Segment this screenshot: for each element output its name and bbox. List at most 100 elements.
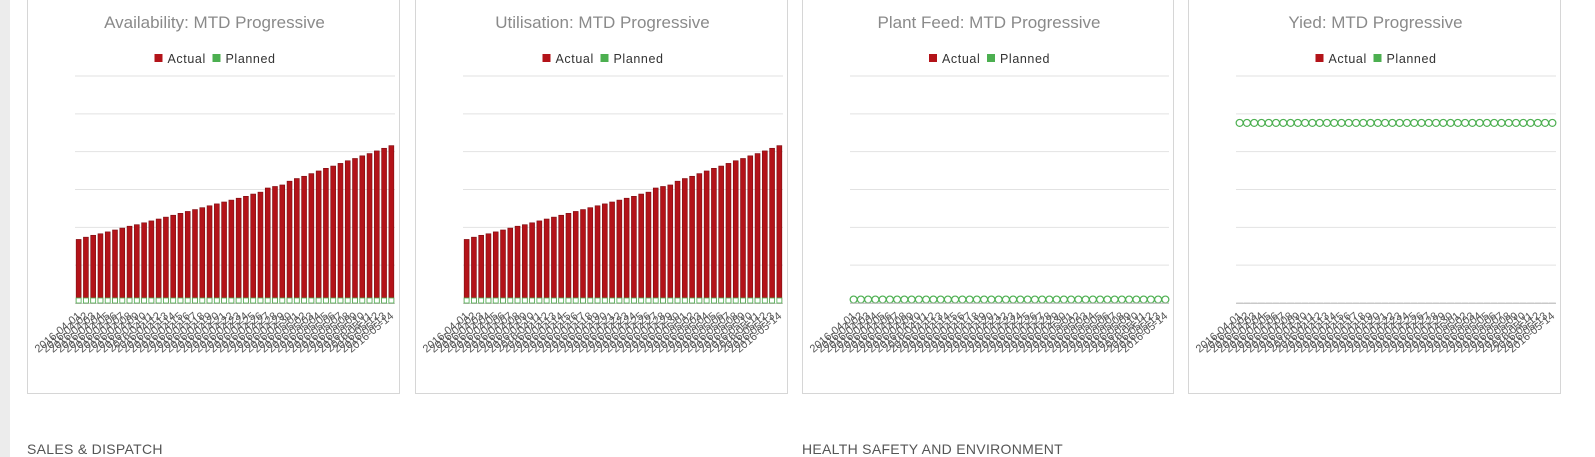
planned-bar[interactable] bbox=[199, 297, 206, 304]
actual-bar[interactable] bbox=[674, 180, 681, 304]
planned-point[interactable] bbox=[1322, 118, 1332, 128]
planned-point[interactable] bbox=[1132, 295, 1141, 304]
planned-bar[interactable] bbox=[740, 297, 746, 304]
actual-bar[interactable] bbox=[711, 168, 717, 304]
planned-bar[interactable] bbox=[703, 297, 710, 304]
actual-bar[interactable] bbox=[83, 236, 89, 304]
actual-bar[interactable] bbox=[565, 213, 572, 304]
planned-bar[interactable] bbox=[601, 297, 608, 304]
actual-bar[interactable] bbox=[500, 229, 506, 304]
actual-bar[interactable] bbox=[529, 222, 535, 304]
actual-bar[interactable] bbox=[294, 178, 300, 304]
planned-point[interactable] bbox=[1139, 295, 1148, 304]
actual-bar[interactable] bbox=[221, 201, 227, 304]
actual-bar[interactable] bbox=[228, 199, 235, 304]
legend-swatch-planned[interactable] bbox=[987, 54, 995, 62]
planned-point[interactable] bbox=[878, 295, 887, 304]
planned-point[interactable] bbox=[1081, 295, 1090, 304]
planned-bar[interactable] bbox=[645, 297, 652, 304]
planned-point[interactable] bbox=[1286, 118, 1295, 128]
planned-point[interactable] bbox=[994, 295, 1003, 304]
planned-bar[interactable] bbox=[163, 297, 169, 304]
planned-point[interactable] bbox=[1373, 118, 1382, 128]
actual-bar[interactable] bbox=[696, 173, 703, 304]
planned-bar[interactable] bbox=[696, 297, 703, 304]
planned-bar[interactable] bbox=[315, 297, 322, 304]
planned-point[interactable] bbox=[1052, 295, 1061, 304]
actual-bar[interactable] bbox=[134, 224, 140, 304]
actual-bar[interactable] bbox=[235, 197, 242, 304]
planned-point[interactable] bbox=[951, 295, 960, 304]
actual-bar[interactable] bbox=[551, 216, 557, 304]
planned-point[interactable] bbox=[856, 295, 865, 304]
planned-bar[interactable] bbox=[170, 297, 177, 304]
actual-bar[interactable] bbox=[543, 218, 550, 304]
planned-bar[interactable] bbox=[536, 297, 543, 304]
actual-bar[interactable] bbox=[308, 173, 315, 304]
planned-bar[interactable] bbox=[529, 297, 535, 304]
actual-bar[interactable] bbox=[522, 224, 528, 304]
actual-bar[interactable] bbox=[264, 187, 271, 304]
legend-label-planned[interactable]: Planned bbox=[614, 52, 664, 66]
planned-bar[interactable] bbox=[718, 297, 725, 304]
planned-bar[interactable] bbox=[580, 297, 586, 304]
planned-point[interactable] bbox=[1461, 118, 1470, 128]
actual-bar[interactable] bbox=[762, 150, 768, 304]
planned-point[interactable] bbox=[987, 295, 996, 304]
planned-point[interactable] bbox=[1548, 118, 1557, 128]
planned-bar[interactable] bbox=[235, 297, 242, 304]
actual-bar[interactable] bbox=[388, 145, 395, 304]
actual-bar[interactable] bbox=[609, 201, 615, 304]
planned-bar[interactable] bbox=[75, 297, 82, 304]
planned-point[interactable] bbox=[1453, 118, 1462, 128]
actual-bar[interactable] bbox=[381, 147, 387, 304]
planned-point[interactable] bbox=[1482, 118, 1492, 128]
actual-bar[interactable] bbox=[638, 193, 644, 304]
planned-point[interactable] bbox=[1504, 118, 1513, 128]
actual-bar[interactable] bbox=[616, 199, 623, 304]
actual-bar[interactable] bbox=[359, 155, 366, 304]
actual-bar[interactable] bbox=[492, 231, 499, 304]
planned-point[interactable] bbox=[1526, 118, 1535, 128]
planned-point[interactable] bbox=[1271, 118, 1281, 128]
planned-bar[interactable] bbox=[507, 297, 514, 304]
planned-bar[interactable] bbox=[243, 297, 249, 304]
planned-bar[interactable] bbox=[500, 297, 506, 304]
planned-point[interactable] bbox=[1344, 118, 1353, 128]
actual-bar[interactable] bbox=[485, 233, 492, 304]
planned-bar[interactable] bbox=[308, 297, 315, 304]
planned-point[interactable] bbox=[1490, 118, 1499, 128]
planned-bar[interactable] bbox=[681, 297, 688, 304]
planned-bar[interactable] bbox=[257, 297, 264, 304]
planned-bar[interactable] bbox=[352, 297, 358, 304]
actual-bar[interactable] bbox=[155, 218, 162, 304]
planned-bar[interactable] bbox=[660, 297, 666, 304]
planned-bar[interactable] bbox=[112, 297, 118, 304]
planned-point[interactable] bbox=[885, 295, 894, 304]
actual-bar[interactable] bbox=[558, 214, 564, 304]
planned-point[interactable] bbox=[929, 295, 938, 304]
planned-bar[interactable] bbox=[558, 297, 565, 304]
planned-bar[interactable] bbox=[711, 297, 717, 304]
planned-point[interactable] bbox=[972, 295, 981, 304]
planned-point[interactable] bbox=[1446, 118, 1455, 128]
planned-bar[interactable] bbox=[301, 297, 307, 304]
planned-point[interactable] bbox=[1059, 295, 1068, 304]
planned-point[interactable] bbox=[1359, 118, 1368, 128]
planned-bar[interactable] bbox=[119, 297, 126, 304]
actual-bar[interactable] bbox=[214, 203, 220, 304]
actual-bar[interactable] bbox=[344, 160, 351, 304]
planned-point[interactable] bbox=[958, 295, 967, 304]
actual-bar[interactable] bbox=[703, 170, 710, 304]
planned-point[interactable] bbox=[1293, 118, 1302, 128]
planned-bar[interactable] bbox=[478, 297, 485, 304]
planned-point[interactable] bbox=[1125, 295, 1134, 304]
planned-point[interactable] bbox=[1110, 295, 1119, 304]
planned-point[interactable] bbox=[1402, 118, 1412, 128]
planned-bar[interactable] bbox=[689, 297, 695, 304]
planned-point[interactable] bbox=[1103, 295, 1112, 304]
actual-bar[interactable] bbox=[682, 178, 688, 304]
actual-bar[interactable] bbox=[478, 234, 484, 304]
planned-point[interactable] bbox=[1533, 118, 1542, 128]
actual-bar[interactable] bbox=[463, 239, 470, 304]
